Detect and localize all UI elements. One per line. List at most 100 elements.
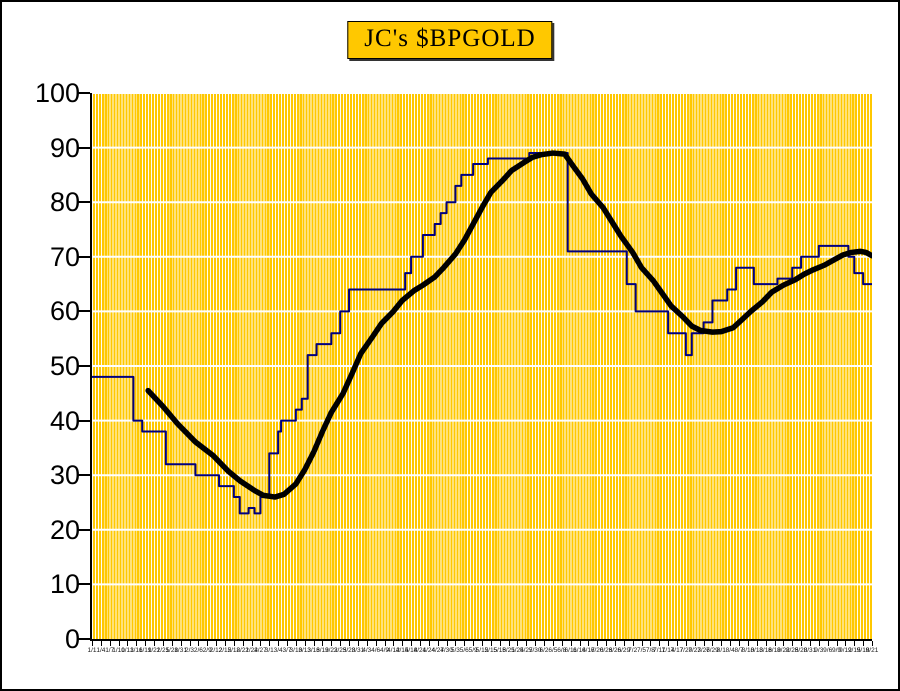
x-tick-label-3/22: 3/22 bbox=[324, 647, 338, 654]
x-tick-label-1/4: 1/4 bbox=[96, 647, 106, 654]
x-tick-label-8/1: 8/1 bbox=[716, 647, 726, 654]
x-tick-mark-4/18 bbox=[411, 641, 413, 646]
x-tick-mark-7/26 bbox=[703, 641, 705, 646]
x-tick-label-5/24: 5/24 bbox=[511, 647, 524, 654]
x-tick-label-1/19: 1/19 bbox=[138, 647, 152, 654]
x-tick-mark-5/21 bbox=[508, 641, 510, 646]
y-tick-label-10: 10 bbox=[49, 569, 80, 600]
x-tick-label-7/8: 7/8 bbox=[645, 647, 655, 654]
x-tick-mark-1/19 bbox=[145, 641, 147, 646]
x-tick-label-5/3: 5/3 bbox=[450, 647, 460, 654]
x-tick-mark-7/8 bbox=[650, 641, 652, 646]
x-tick-mark-3/25 bbox=[340, 641, 342, 646]
x-tick-label-6/2: 6/2 bbox=[539, 647, 549, 654]
x-tick-label-7/2: 7/2 bbox=[628, 647, 638, 654]
x-tick-label-9/3: 9/3 bbox=[814, 647, 824, 654]
x-tick-mark-7/14 bbox=[668, 641, 670, 646]
x-tick-mark-7/5 bbox=[641, 641, 643, 646]
x-tick-label-8/28: 8/28 bbox=[794, 647, 808, 654]
x-tick-mark-1/7 bbox=[109, 641, 111, 646]
x-tick-label-5/6: 5/6 bbox=[459, 647, 469, 654]
bpgold-moving-average-line bbox=[145, 150, 872, 500]
x-tick-label-6/17: 6/17 bbox=[582, 647, 595, 654]
x-tick-mark-1/13 bbox=[127, 641, 129, 646]
y-tick-mark-90 bbox=[77, 146, 90, 149]
x-tick-label-7/26: 7/26 bbox=[697, 647, 710, 654]
x-tick-label-7/11: 7/11 bbox=[653, 647, 666, 654]
y-tick-mark-30 bbox=[77, 474, 90, 477]
chart-title: JC's $BPGOLD bbox=[347, 21, 553, 59]
x-tick-mark-9/12 bbox=[845, 641, 847, 646]
x-tick-mark-3/1 bbox=[269, 641, 271, 646]
x-tick-mark-1/10 bbox=[118, 641, 120, 646]
x-tick-label-7/17: 7/17 bbox=[670, 647, 684, 654]
x-tick-mark-4/24 bbox=[428, 641, 430, 646]
x-tick-mark-9/15 bbox=[854, 641, 856, 646]
x-tick-label-2/24: 2/24 bbox=[245, 647, 258, 654]
x-tick-mark-2/9 bbox=[207, 641, 209, 646]
x-tick-mark-5/30 bbox=[535, 641, 537, 646]
x-tick-label-3/13: 3/13 bbox=[298, 647, 312, 654]
x-tick-label-4/27: 4/27 bbox=[431, 647, 444, 654]
plot-svg bbox=[92, 93, 872, 586]
x-tick-label-2/21: 2/21 bbox=[236, 647, 249, 654]
x-tick-label-9/9: 9/9 bbox=[832, 647, 842, 654]
x-tick-mark-9/3 bbox=[818, 641, 820, 646]
x-tick-mark-9/9 bbox=[836, 641, 838, 646]
x-tick-label-1/7: 1/7 bbox=[105, 647, 115, 654]
x-tick-label-8/19: 8/19 bbox=[768, 647, 781, 654]
x-tick-mark-1/4 bbox=[100, 641, 102, 646]
x-tick-mark-1/25 bbox=[162, 641, 164, 646]
x-tick-mark-8/25 bbox=[792, 641, 794, 646]
x-tick-mark-5/24 bbox=[517, 641, 519, 646]
y-tick-label-20: 20 bbox=[49, 514, 80, 545]
x-tick-label-6/23: 6/23 bbox=[599, 647, 613, 654]
x-tick-label-3/16: 3/16 bbox=[307, 647, 320, 654]
x-tick-label-7/5: 7/5 bbox=[637, 647, 647, 654]
x-tick-label-4/12: 4/12 bbox=[387, 647, 400, 654]
x-tick-mark-4/15 bbox=[402, 641, 404, 646]
x-tick-label-5/21: 5/21 bbox=[502, 647, 515, 654]
x-tick-mark-3/22 bbox=[331, 641, 333, 646]
x-tick-mark-7/2 bbox=[632, 641, 634, 646]
y-tick-mark-10 bbox=[77, 583, 90, 586]
x-tick-label-4/18: 4/18 bbox=[404, 647, 418, 654]
x-tick-label-7/29: 7/29 bbox=[706, 647, 719, 654]
x-tick-label-5/30: 5/30 bbox=[528, 647, 542, 654]
y-tick-label-80: 80 bbox=[49, 187, 80, 218]
x-tick-mark-5/27 bbox=[526, 641, 528, 646]
x-tick-mark-6/17 bbox=[588, 641, 590, 646]
x-tick-mark-7/17 bbox=[677, 641, 678, 646]
y-tick-mark-40 bbox=[77, 419, 90, 422]
x-tick-mark-8/31 bbox=[809, 641, 811, 646]
x-tick-mark-2/6 bbox=[198, 641, 200, 646]
x-tick-label-6/5: 6/5 bbox=[548, 647, 558, 654]
x-tick-label-2/18: 2/18 bbox=[227, 647, 241, 654]
x-tick-mark-1/28 bbox=[171, 641, 173, 646]
x-tick-mark-4/12 bbox=[393, 641, 395, 646]
x-tick-label-9/18: 9/18 bbox=[856, 647, 870, 654]
x-tick-label-4/24: 4/24 bbox=[422, 647, 436, 654]
x-tick-mark-8/4 bbox=[730, 641, 732, 646]
x-tick-mark-4/30 bbox=[446, 641, 448, 646]
x-tick-label-3/28: 3/28 bbox=[342, 647, 356, 654]
y-tick-label-60: 60 bbox=[49, 296, 80, 327]
y-tick-mark-0 bbox=[77, 638, 90, 640]
x-tick-mark-8/7 bbox=[739, 641, 741, 646]
x-tick-label-1/28: 1/28 bbox=[165, 647, 179, 654]
x-tick-mark-6/8 bbox=[561, 641, 563, 646]
x-tick-label-6/14: 6/14 bbox=[573, 647, 586, 654]
y-tick-mark-50 bbox=[77, 365, 90, 367]
x-tick-mark-1/1 bbox=[92, 641, 93, 646]
x-tick-label-5/15: 5/15 bbox=[484, 647, 498, 654]
x-tick-label-3/7: 3/7 bbox=[282, 647, 292, 654]
x-tick-mark-8/10 bbox=[747, 641, 749, 646]
x-tick-mark-9/21 bbox=[872, 641, 873, 646]
x-tick-label-6/26: 6/26 bbox=[608, 647, 622, 654]
x-tick-label-4/9: 4/9 bbox=[379, 647, 390, 654]
x-tick-mark-6/11 bbox=[570, 641, 572, 646]
x-tick-label-9/6: 9/6 bbox=[823, 647, 833, 654]
x-tick-label-9/15: 9/15 bbox=[847, 647, 861, 654]
x-tick-mark-2/21 bbox=[242, 641, 244, 646]
x-tick-mark-1/22 bbox=[154, 641, 156, 646]
